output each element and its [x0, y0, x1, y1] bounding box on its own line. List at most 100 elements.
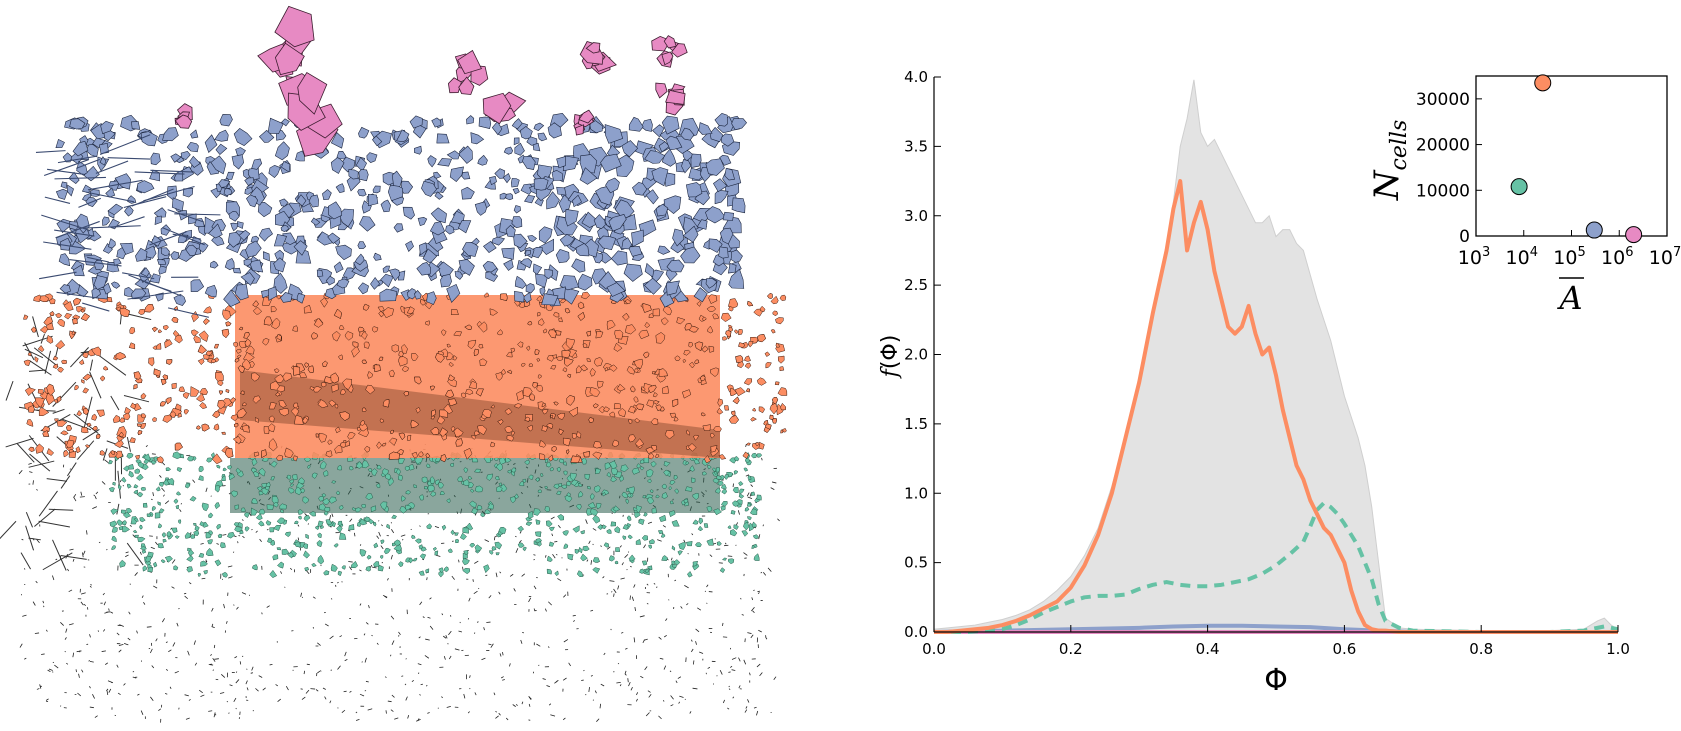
dark-segment [239, 661, 242, 665]
orange-parcel [174, 334, 183, 344]
dark-segment [611, 591, 613, 593]
dark-segment [317, 642, 321, 646]
green-parcel [751, 452, 757, 459]
dark-segment [405, 696, 408, 701]
dark-segment [657, 539, 662, 542]
green-parcel [427, 484, 435, 493]
green-parcel [462, 567, 471, 575]
orange-parcel [490, 441, 496, 448]
green-parcel [270, 539, 275, 546]
dark-segment [110, 611, 114, 614]
dark-segment [616, 681, 621, 684]
green-parcel [733, 524, 739, 530]
y-tick-label: 2.0 [904, 346, 928, 364]
green-parcel [126, 508, 133, 514]
dark-segment [317, 670, 321, 674]
green-parcel [208, 512, 214, 519]
green-parcel [673, 559, 681, 566]
dark-segment [478, 587, 480, 590]
green-parcel [621, 491, 628, 499]
orange-parcel [182, 392, 190, 400]
green-parcel [620, 464, 629, 472]
green-parcel [739, 488, 745, 494]
dark-segment [106, 548, 108, 551]
dark-segment [77, 692, 81, 697]
dark-segment [69, 468, 71, 470]
green-parcel [187, 455, 194, 462]
dark-segment [627, 678, 629, 683]
orange-parcel [479, 358, 488, 366]
green-parcel [563, 461, 568, 466]
green-parcel [646, 496, 655, 505]
dark-segment [499, 571, 502, 574]
dark-segment [422, 616, 425, 618]
dark-segment [521, 701, 524, 705]
dark-segment [204, 532, 206, 534]
x-tick-label: 0.4 [1196, 640, 1220, 658]
dark-segment [411, 679, 415, 682]
green-parcel [474, 485, 484, 493]
orange-parcel [779, 366, 785, 372]
dark-segment [699, 651, 704, 654]
green-parcel [495, 552, 500, 556]
dark-segment [520, 639, 523, 644]
dark-segment [621, 562, 624, 566]
dark-segment [407, 714, 410, 719]
green-parcel [457, 476, 463, 482]
dark-segment [193, 640, 196, 645]
orange-parcel [628, 418, 633, 424]
dark-segment [495, 715, 499, 719]
green-parcel [273, 524, 282, 532]
dark-segment [606, 546, 611, 550]
dark-segment [737, 510, 740, 515]
dark-segment [674, 579, 677, 582]
dark-segment [337, 581, 339, 584]
y-tick-label: 1.0 [904, 484, 928, 502]
dark-segment [728, 688, 731, 691]
green-parcel [139, 546, 147, 551]
dark-segment [647, 690, 651, 693]
dark-segment [45, 629, 48, 632]
green-parcel [228, 473, 236, 481]
green-parcel [266, 504, 275, 510]
dark-segment [762, 572, 767, 576]
dark-segment [381, 561, 384, 564]
green-parcel [495, 476, 500, 481]
x-tick-label: 1.0 [1606, 640, 1630, 658]
dark-segment [89, 706, 94, 709]
green-parcel [137, 536, 146, 543]
dark-segment [229, 684, 233, 687]
dark-segment [745, 474, 750, 477]
green-parcel [535, 477, 540, 483]
green-parcel [193, 529, 200, 537]
orange-parcel [148, 357, 155, 367]
dark-street [38, 490, 58, 517]
dark-segment [770, 487, 775, 490]
green-parcel [127, 483, 132, 489]
dark-segment [88, 659, 90, 662]
green-parcel [419, 553, 427, 560]
green-parcel [141, 549, 147, 554]
green-parcel [297, 508, 304, 515]
dark-segment [19, 643, 23, 648]
dark-segment [43, 605, 45, 608]
dark-segment [266, 605, 270, 608]
green-parcel [649, 489, 654, 494]
orange-parcel [325, 450, 333, 458]
green-parcel [164, 555, 173, 563]
green-parcel [111, 526, 118, 533]
green-parcel [602, 491, 606, 497]
green-parcel [741, 530, 749, 537]
dark-segment [241, 592, 247, 595]
dark-segment [732, 696, 735, 699]
dark-segment [757, 590, 761, 593]
dark-segment [165, 668, 169, 671]
green-parcel [280, 509, 284, 514]
green-parcel [359, 518, 368, 526]
dark-segment [83, 603, 86, 606]
dark-segment [329, 635, 334, 640]
dark-segment [233, 697, 237, 703]
green-parcel [548, 541, 555, 547]
dark-segment [132, 534, 136, 538]
dark-segment [65, 628, 68, 633]
